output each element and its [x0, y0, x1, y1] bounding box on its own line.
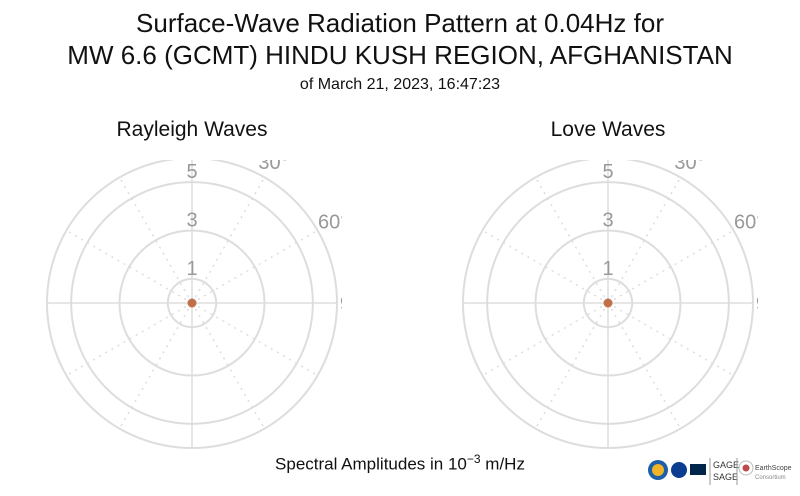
polar-ring-1: [582, 277, 634, 329]
nsf-logo: [648, 460, 668, 480]
chart-subtitle: of March 21, 2023, 16:47:23: [299, 76, 501, 93]
panel-title-love: Love Waves: [550, 118, 666, 141]
data-point: [187, 298, 197, 308]
amplitude-units-label: Spectral Amplitudes in 10−3 m/Hz: [0, 452, 800, 475]
polar-ring-1: [166, 277, 218, 329]
radial-tick-label: 3: [602, 210, 613, 232]
sage-logo-text: SAGE: [713, 472, 738, 482]
angular-tick-label: 30°: [258, 160, 288, 174]
angular-tick-label: 90°: [340, 293, 342, 315]
angular-tick-label: 30°: [674, 160, 704, 174]
love-polar-chart: 1 3 5 30° 60° 90°: [462, 160, 758, 449]
chart-title-line2: MW 6.6 (GCMT) HINDU KUSH REGION, AFGHANI…: [67, 40, 733, 70]
usgs-logo: [690, 464, 706, 475]
radial-tick-label: 5: [602, 161, 613, 183]
units-exponent: −3: [466, 452, 481, 466]
polar-ring-5: [486, 181, 730, 425]
consortium-logo-text: Consortium: [755, 475, 786, 481]
units-suffix: m/Hz: [480, 454, 525, 474]
data-point: [603, 298, 613, 308]
nasa-logo: [671, 462, 687, 478]
earthscope-logo-text: EarthScope: [755, 465, 792, 472]
radial-tick-label: 1: [186, 258, 197, 280]
angular-tick-label: 90°: [756, 293, 758, 315]
rayleigh-polar-chart: 1 3 5 30° 60° 90°: [46, 160, 342, 449]
angular-tick-label: 60°: [318, 212, 342, 234]
polar-ring-5: [70, 181, 314, 425]
radial-tick-label: 5: [186, 161, 197, 183]
polar-ring-3: [118, 229, 266, 377]
earthscope-logo: [738, 460, 754, 476]
panel-title-rayleigh: Rayleigh Waves: [116, 118, 268, 141]
units-base: 10: [447, 454, 467, 474]
sponsor-logos: GAGE SAGE EarthScope Consortium: [648, 458, 792, 485]
units-prefix: Spectral Amplitudes in: [275, 454, 448, 474]
radial-tick-label: 3: [186, 210, 197, 232]
angular-tick-label: 60°: [734, 212, 758, 234]
chart-title-line1: Surface-Wave Radiation Pattern at 0.04Hz…: [136, 8, 664, 38]
polar-ring-3: [534, 229, 682, 377]
gage-logo-text: GAGE: [713, 460, 739, 470]
radial-tick-label: 1: [602, 258, 613, 280]
